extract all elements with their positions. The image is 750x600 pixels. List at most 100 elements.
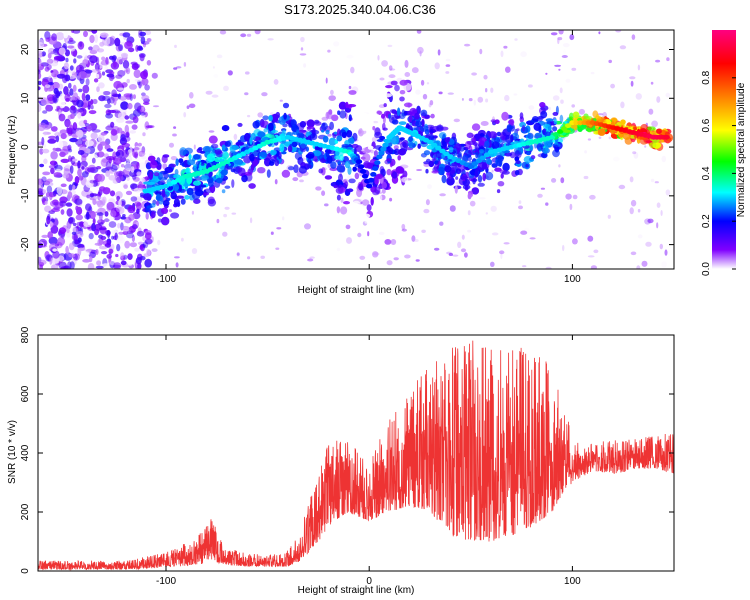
- spectrogram-noise-cell: [139, 244, 144, 250]
- spectrogram-ridge-cell: [287, 145, 293, 153]
- spectrogram-noise-cell: [562, 43, 570, 48]
- spectrogram-ytick-label: 10: [20, 92, 31, 104]
- spectrogram-noise-cell: [461, 234, 465, 240]
- spectrogram-ridge-cell: [431, 170, 440, 174]
- spectrogram-noise-cell: [108, 73, 115, 82]
- spectrogram-noise-cell: [58, 83, 64, 90]
- spectrogram-noise-cell: [138, 150, 145, 157]
- spectrogram-noise-cell: [88, 46, 93, 51]
- spectrogram-ridge-cell: [174, 169, 179, 176]
- spectrogram-noise-cell: [106, 254, 112, 259]
- spectrogram-ridge-cell: [394, 84, 400, 92]
- spectrogram-ridge-cell: [475, 151, 479, 159]
- spectrogram-ridge-cell: [329, 121, 334, 131]
- spectrogram-noise-cell: [142, 241, 149, 249]
- spectrogram-noise-cell: [53, 55, 62, 60]
- spectrogram-ridge-peak: [359, 169, 367, 174]
- spectrogram-ridge-peak: [372, 166, 379, 171]
- spectrogram-noise-cell: [99, 246, 108, 250]
- spectrogram-noise-cell: [90, 132, 98, 140]
- spectrogram-noise-cell: [386, 260, 393, 266]
- spectrogram-ridge-cell: [338, 173, 343, 182]
- spectrogram-noise-cell: [96, 91, 104, 95]
- spectrogram-noise-cell: [598, 136, 602, 139]
- spectrogram-noise-cell: [50, 151, 58, 160]
- spectrogram-ridge-cell: [340, 197, 344, 203]
- spectrogram-ridge-cell: [383, 93, 393, 98]
- spectrogram-ridge-cell: [425, 168, 429, 174]
- spectrogram-ridge-cell: [407, 141, 415, 147]
- spectrogram-ridge-cell: [467, 192, 472, 200]
- spectrogram-ridge-cell: [408, 136, 413, 143]
- spectrogram-noise-cell: [631, 34, 636, 40]
- spectrogram-noise-cell: [93, 196, 102, 200]
- spectrogram-ridge-cell: [257, 131, 266, 138]
- spectrogram-noise-cell: [587, 138, 592, 141]
- spectrogram-noise-cell: [528, 105, 535, 110]
- spectrogram-noise-cell: [434, 247, 440, 251]
- spectrogram-ridge-cell: [398, 42, 404, 48]
- spectrogram-ridge-peak: [370, 172, 377, 177]
- spectrogram-ridge-cell: [547, 125, 552, 131]
- spectrogram-ridge-cell: [179, 188, 186, 193]
- spectrogram-noise-cell: [96, 212, 104, 216]
- spectrogram-noise-cell: [132, 174, 137, 180]
- spectrogram-ridge-cell: [552, 126, 558, 132]
- spectrogram-noise-cell: [87, 263, 95, 269]
- spectrogram-ridge-cell: [515, 150, 520, 157]
- spectrogram-ridge-cell: [224, 140, 231, 147]
- spectrogram-noise-cell: [55, 131, 59, 136]
- spectrogram-noise-cell: [72, 30, 81, 34]
- spectrogram-ridge-cell: [271, 129, 279, 134]
- spectrogram-noise-cell: [129, 242, 137, 248]
- spectrogram-noise-cell: [42, 171, 51, 176]
- spectrogram-noise-cell: [71, 231, 77, 235]
- spectrogram-noise-cell: [637, 208, 641, 213]
- spectrogram-noise-cell: [53, 87, 59, 95]
- spectrogram-noise-cell: [448, 253, 454, 256]
- spectrogram-noise-cell: [491, 169, 494, 173]
- spectrogram-noise-cell: [138, 162, 146, 170]
- spectrogram-noise-cell: [429, 100, 434, 106]
- spectrogram-noise-cell: [78, 71, 88, 80]
- spectrogram-ridge-cell: [338, 94, 348, 102]
- spectrogram-noise-cell: [545, 72, 548, 75]
- spectrogram-noise-cell: [47, 47, 56, 55]
- spectrogram-noise-cell: [82, 84, 90, 94]
- spectrogram-ytick-label: 20: [20, 44, 31, 56]
- spectrogram-noise-cell: [620, 101, 625, 109]
- spectrogram-noise-cell: [95, 249, 99, 255]
- spectrogram-noise-cell: [330, 89, 334, 95]
- spectrogram-noise-cell: [583, 175, 589, 180]
- spectrogram-ridge-cell: [179, 147, 187, 156]
- spectrogram-ridge-cell: [336, 194, 341, 201]
- spectrogram-noise-cell: [273, 79, 279, 85]
- spectrogram-noise-cell: [299, 179, 304, 183]
- spectrogram-noise-cell: [49, 255, 53, 265]
- spectrogram-noise-cell: [112, 157, 122, 165]
- spectrogram-noise-cell: [49, 221, 53, 228]
- spectrogram-noise-cell: [58, 140, 64, 149]
- spectrogram-noise-cell: [50, 167, 55, 175]
- spectrogram-ridge-cell: [484, 140, 490, 148]
- spectrogram-noise-cell: [629, 207, 634, 215]
- spectrogram-ridge-peak: [431, 142, 438, 148]
- snr-ytick-label: 400: [20, 444, 31, 461]
- spectrogram-ridge-cell: [334, 139, 338, 144]
- spectrogram-ridge-cell: [519, 112, 524, 120]
- spectrogram-noise-cell: [445, 64, 451, 67]
- spectrogram-noise-cell: [213, 73, 219, 78]
- spectrogram-noise-cell: [71, 95, 75, 101]
- spectrogram-noise-cell: [211, 94, 219, 98]
- spectrogram-ridge-cell: [157, 218, 162, 223]
- spectrogram-noise-cell: [45, 192, 50, 198]
- spectrogram-ridge-cell: [480, 121, 489, 126]
- spectrogram-noise-cell: [98, 95, 106, 102]
- spectrogram-noise-cell: [175, 262, 179, 268]
- spectrogram-ridge-cell: [381, 113, 385, 119]
- spectrogram-ridge-cell: [312, 150, 322, 157]
- spectrogram-ridge-cell: [185, 167, 191, 175]
- spectrogram-ridge-cell: [339, 129, 347, 137]
- spectrogram-ridge-cell: [428, 160, 435, 168]
- spectrogram-noise-cell: [44, 84, 51, 88]
